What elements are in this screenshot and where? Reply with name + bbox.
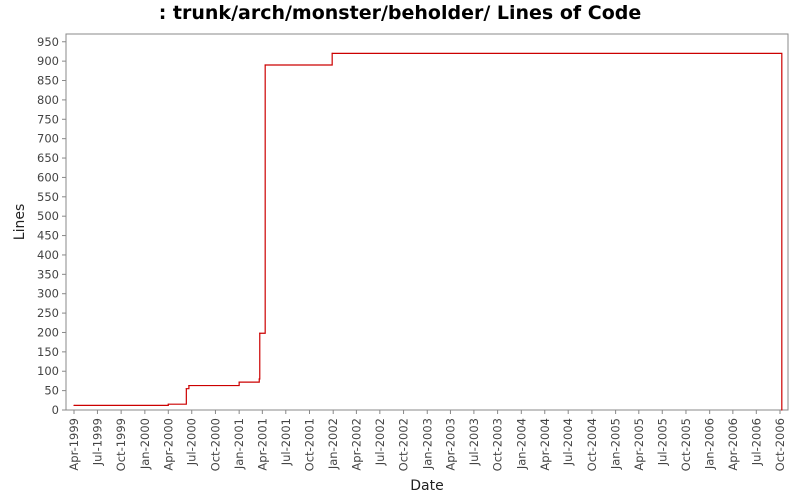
x-tick-label: Jan-2002 bbox=[326, 418, 340, 470]
x-tick-label: Jul-2001 bbox=[279, 418, 293, 466]
x-tick-label: Jan-2003 bbox=[420, 418, 434, 470]
y-tick-label: 500 bbox=[37, 209, 59, 223]
x-tick-label: Apr-1999 bbox=[67, 418, 81, 471]
series-line bbox=[73, 52, 783, 410]
series-point bbox=[188, 384, 190, 387]
y-tick-label: 300 bbox=[37, 287, 59, 301]
y-tick-label: 700 bbox=[37, 132, 59, 146]
series-point bbox=[781, 409, 783, 411]
series-point bbox=[259, 332, 261, 334]
x-axis-label: Date bbox=[410, 478, 443, 494]
x-tick-label: Jul-2003 bbox=[467, 418, 481, 466]
x-tick-label: Apr-2000 bbox=[161, 418, 175, 471]
x-tick-label: Jul-2000 bbox=[185, 418, 199, 466]
x-tick-label: Jan-2001 bbox=[232, 418, 246, 470]
x-tick-label: Jan-2000 bbox=[138, 418, 152, 470]
chart-title: : trunk/arch/monster/beholder/ Lines of … bbox=[158, 2, 642, 24]
series-point bbox=[258, 378, 260, 380]
x-axis: Apr-1999 Jul-1999 Oct-1999 Jan-2000 Apr-2000… bbox=[67, 410, 787, 471]
x-tick-label: Oct-2002 bbox=[397, 418, 411, 471]
series-point bbox=[185, 388, 187, 390]
y-tick-label: 400 bbox=[37, 248, 59, 262]
y-axis-label: Lines bbox=[12, 204, 28, 240]
x-tick-label: Oct-2000 bbox=[208, 418, 222, 471]
y-tick-label: 550 bbox=[37, 190, 59, 204]
y-tick-label: 150 bbox=[37, 345, 59, 359]
y-tick-label: 650 bbox=[37, 151, 59, 165]
y-tick-label: 450 bbox=[37, 229, 59, 243]
y-tick-label: 850 bbox=[37, 74, 59, 88]
x-tick-label: Oct-2004 bbox=[585, 418, 599, 471]
y-tick-label: 600 bbox=[37, 170, 59, 184]
series-point bbox=[331, 52, 333, 54]
x-tick-label: Jan-2006 bbox=[703, 418, 717, 470]
y-tick-label: 0 bbox=[52, 403, 59, 417]
x-tick-label: Jul-2004 bbox=[561, 418, 575, 466]
y-tick-label: 350 bbox=[37, 267, 59, 281]
x-tick-label: Jul-1999 bbox=[90, 418, 104, 466]
x-tick-label: Apr-2001 bbox=[255, 418, 269, 471]
x-tick-label: Jul-2005 bbox=[655, 418, 669, 466]
y-tick-label: 950 bbox=[37, 35, 59, 49]
y-axis: 0 50 100 150 200 250 300 350 400 450 500 550 600 650 7… bbox=[37, 35, 66, 417]
x-tick-label: Oct-2005 bbox=[679, 418, 693, 471]
x-tick-label: Apr-2005 bbox=[632, 418, 646, 471]
y-tick-label: 100 bbox=[37, 364, 59, 378]
series-point bbox=[73, 404, 75, 406]
x-tick-label: Oct-2006 bbox=[773, 418, 787, 471]
y-tick-label: 800 bbox=[37, 93, 59, 107]
y-tick-label: 50 bbox=[44, 384, 59, 398]
x-tick-label: Jan-2005 bbox=[609, 418, 623, 470]
series-point bbox=[167, 403, 169, 405]
x-tick-label: Apr-2003 bbox=[443, 418, 457, 471]
x-tick-label: Jan-2004 bbox=[514, 418, 528, 470]
y-tick-label: 900 bbox=[37, 54, 59, 68]
y-tick-label: 200 bbox=[37, 325, 59, 339]
x-tick-label: Apr-2002 bbox=[349, 418, 363, 471]
x-tick-label: Apr-2006 bbox=[726, 418, 740, 471]
x-tick-label: Oct-2003 bbox=[491, 418, 505, 471]
y-tick-label: 750 bbox=[37, 112, 59, 126]
x-tick-label: Jul-2006 bbox=[749, 418, 763, 466]
x-tick-label: Apr-2004 bbox=[538, 418, 552, 471]
y-tick-label: 250 bbox=[37, 306, 59, 320]
x-tick-label: Jul-2002 bbox=[373, 418, 387, 466]
series-point bbox=[238, 381, 240, 383]
x-tick-label: Oct-2001 bbox=[303, 418, 317, 471]
x-tick-label: Oct-1999 bbox=[114, 418, 128, 471]
series-point bbox=[264, 64, 266, 66]
plot-area bbox=[65, 33, 789, 411]
